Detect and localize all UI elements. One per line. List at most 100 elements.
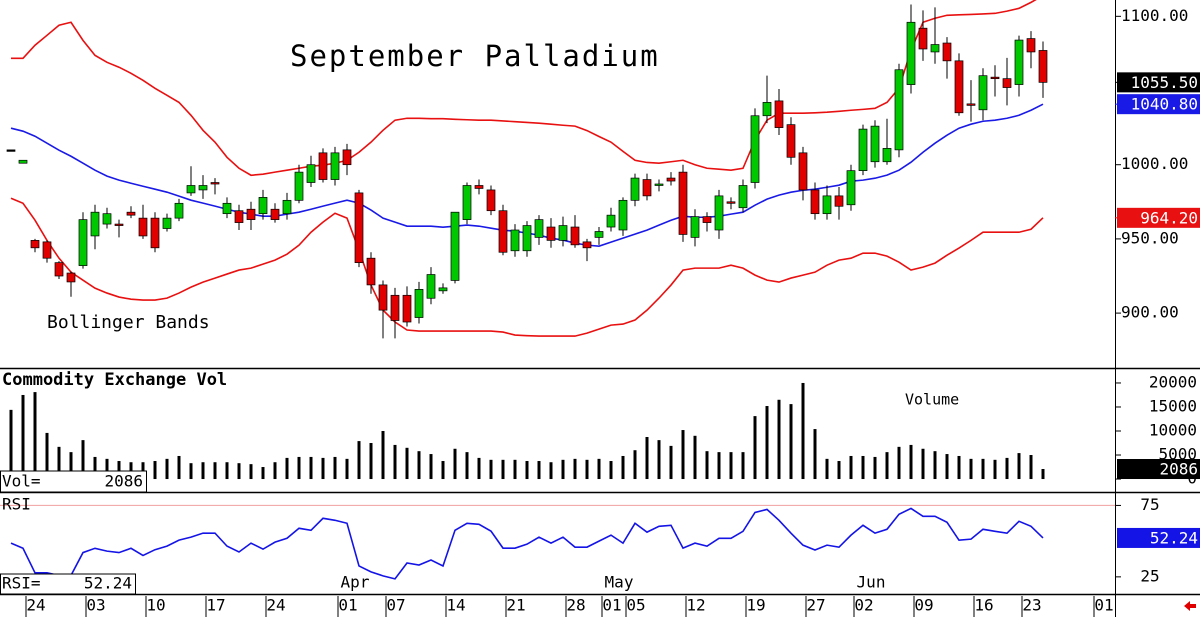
- candle-body: [390, 294, 400, 321]
- volume-bar: [153, 461, 157, 480]
- readout-box: [0, 573, 136, 595]
- value-box-label: 964.20: [1140, 208, 1198, 227]
- annotation: Volume: [905, 391, 959, 409]
- candle-body: [6, 149, 16, 152]
- readout-box: [0, 470, 147, 493]
- x-tick-label: 28: [566, 596, 585, 615]
- volume-bar: [645, 437, 649, 480]
- candle-body: [294, 171, 304, 201]
- candle-body: [186, 185, 196, 194]
- x-tick-label: 19: [746, 596, 765, 615]
- volume-bar: [837, 461, 841, 480]
- candle-body: [66, 272, 76, 283]
- volume-bar: [105, 458, 109, 480]
- candle-body: [1002, 78, 1012, 88]
- volume-bar: [273, 462, 277, 480]
- candle-body: [1014, 39, 1024, 85]
- volume-bar: [465, 452, 469, 480]
- volume-bar: [525, 461, 529, 480]
- x-tick-label: 16: [974, 596, 993, 615]
- volume-bar: [849, 455, 853, 480]
- volume-bar: [861, 455, 865, 480]
- volume-bar: [321, 457, 325, 480]
- candle-body: [150, 217, 160, 249]
- candle-body: [798, 152, 808, 191]
- volume-panel: [9, 382, 1045, 480]
- candle-body: [810, 189, 820, 215]
- readout-value: 2086: [104, 472, 143, 491]
- candle-body: [642, 179, 652, 197]
- volume-bar: [801, 382, 805, 480]
- volume-bar: [573, 458, 577, 480]
- value-box-label: 1040.80: [1131, 95, 1198, 114]
- chart-title: September Palladium: [290, 39, 660, 73]
- value-box-label: 2086: [1159, 460, 1198, 479]
- x-tick-label: 03: [86, 596, 105, 615]
- candle-body: [822, 195, 832, 215]
- candle-body: [522, 225, 532, 252]
- bollinger-lower: [10, 197, 1044, 337]
- candle-body: [834, 195, 844, 207]
- volume-bar: [405, 447, 409, 480]
- volume-bar: [417, 451, 421, 480]
- candle-body: [906, 21, 916, 85]
- volume-bar: [309, 456, 313, 480]
- y-tick-label: 5000: [1158, 445, 1197, 464]
- scroll-arrow[interactable]: [1184, 601, 1196, 611]
- volume-bar: [237, 463, 241, 480]
- volume-bar: [285, 457, 289, 480]
- volume-bar: [669, 445, 673, 480]
- panel-title: RSI: [2, 495, 31, 514]
- candle-body: [378, 284, 388, 311]
- candle-body: [90, 211, 100, 237]
- candle-body: [210, 182, 220, 185]
- candle-body: [846, 170, 856, 206]
- readout-value: 52.24: [84, 574, 132, 593]
- volume-bar: [1017, 453, 1021, 480]
- volume-bar: [729, 452, 733, 480]
- candle-body: [102, 213, 112, 225]
- x-tick-label: 23: [1022, 596, 1041, 615]
- volume-bar: [441, 461, 445, 480]
- volume-bar: [777, 399, 781, 480]
- volume-bar: [873, 456, 877, 480]
- x-tick-label: 07: [386, 596, 405, 615]
- candle-body: [594, 231, 604, 238]
- volume-bar: [789, 404, 793, 480]
- rsi-panel: [0, 504, 1115, 580]
- volume-bar: [489, 459, 493, 480]
- volume-bar: [633, 450, 637, 480]
- candle-body: [870, 125, 880, 163]
- candle-body: [462, 185, 472, 220]
- candle-body: [1038, 50, 1048, 83]
- candle-body: [246, 208, 256, 220]
- volume-bar: [957, 455, 961, 480]
- x-tick-label: 27: [806, 596, 825, 615]
- candle-body: [270, 208, 280, 220]
- candle-body: [990, 76, 1000, 80]
- candle-body: [894, 69, 904, 151]
- volume-bar: [393, 444, 397, 480]
- volume-bar: [945, 454, 949, 480]
- volume-bar: [213, 462, 217, 480]
- volume-bar: [333, 456, 337, 480]
- volume-bar: [561, 459, 565, 480]
- candle-body: [582, 241, 592, 249]
- volume-bar: [345, 458, 349, 480]
- volume-bar: [81, 440, 85, 480]
- volume-bar: [249, 464, 253, 480]
- volume-bar: [477, 457, 481, 480]
- x-tick-label: 05: [626, 596, 645, 615]
- volume-bar: [537, 461, 541, 480]
- candle-body: [366, 257, 376, 286]
- candle-body: [546, 226, 556, 241]
- volume-bar: [765, 406, 769, 480]
- candle-body: [978, 75, 988, 111]
- y-tick-label: 75: [1140, 495, 1159, 514]
- candle-body: [738, 185, 748, 209]
- readout-label: Vol=: [2, 472, 41, 491]
- bollinger-upper: [11, 0, 1037, 177]
- candle-body: [234, 210, 244, 223]
- volume-bar: [513, 459, 517, 480]
